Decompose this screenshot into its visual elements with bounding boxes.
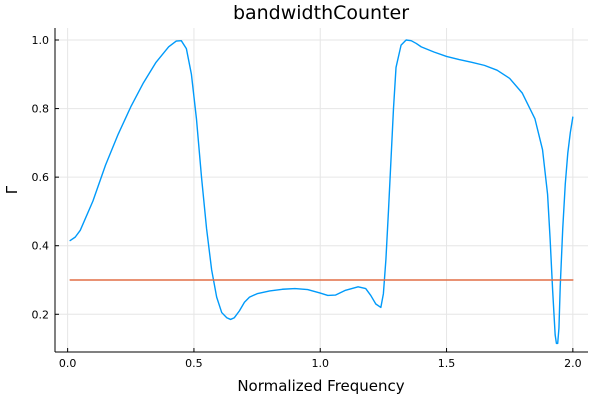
x-axis-label: Normalized Frequency bbox=[237, 377, 404, 395]
y-tick-label: 0.4 bbox=[32, 240, 50, 253]
grid-lines bbox=[55, 28, 588, 352]
series-line-reflection bbox=[69, 39, 574, 345]
chart-title: bandwidthCounter bbox=[233, 2, 409, 24]
y-tick-label: 0.6 bbox=[32, 171, 50, 184]
x-tick-labels: 0.0 0.5 1.0 1.5 2.0 bbox=[59, 357, 582, 370]
y-tick-label: 1.0 bbox=[32, 34, 50, 47]
axes bbox=[54, 28, 588, 353]
x-tick-label: 0.5 bbox=[185, 357, 203, 370]
y-tick-label: 0.2 bbox=[32, 308, 50, 321]
x-tick-label: 0.0 bbox=[59, 357, 77, 370]
x-tick-label: 1.0 bbox=[311, 357, 329, 370]
y-tick-label: 0.8 bbox=[32, 103, 50, 116]
series-lines bbox=[69, 39, 574, 345]
y-axis-label: Γ bbox=[3, 185, 21, 194]
x-tick-label: 1.5 bbox=[438, 357, 456, 370]
x-tick-label: 2.0 bbox=[564, 357, 582, 370]
y-tick-labels: 0.2 0.4 0.6 0.8 1.0 bbox=[32, 34, 50, 321]
